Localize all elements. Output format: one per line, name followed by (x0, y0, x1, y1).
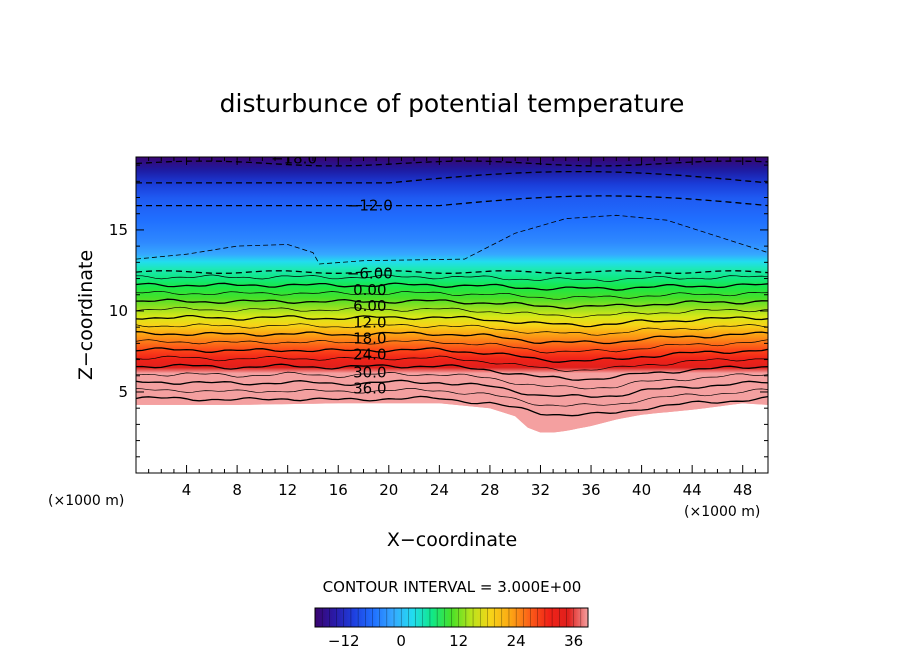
chart-title: disturbunce of potential temperature (220, 89, 685, 118)
contour-label: 36.0 (353, 380, 386, 398)
contour-label: −12.0 (347, 197, 393, 215)
contour-line (136, 347, 768, 363)
contour-line (136, 371, 768, 390)
contour-line (136, 388, 768, 407)
contour-line-dashed (136, 214, 768, 265)
contour-line-dashed (136, 270, 768, 274)
contour-label: 24.0 (353, 346, 386, 364)
pink-surface-layer (136, 399, 768, 433)
contour-line (136, 314, 768, 328)
colorbar-tick-label: −12 (328, 632, 360, 650)
x-tick-label: 12 (278, 481, 297, 499)
contour-line (136, 323, 768, 336)
contour-label: 6.00 (353, 297, 386, 315)
contour-label: 0.00 (353, 281, 386, 299)
contour-label: 12.0 (353, 313, 386, 331)
x-tick-label: 4 (182, 481, 192, 499)
x-tick-label: 28 (480, 481, 499, 499)
contour-line (136, 331, 768, 345)
x-unit-right: (×1000 m) (684, 504, 760, 520)
x-tick-label: 44 (683, 481, 702, 499)
contour-line-dashed (136, 160, 768, 167)
contour-label: 18.0 (353, 330, 386, 348)
x-tick-label: 24 (430, 481, 449, 499)
contour-labels: −18.0 −12.0 −6.000.006.0012.018.024.030.03… (271, 150, 393, 398)
colorbar-tick-label: 36 (564, 632, 583, 650)
contour-label: −18.0 (271, 150, 317, 168)
contour-label: −6.00 (347, 265, 393, 283)
contour-line (136, 306, 768, 319)
contour-line (136, 379, 768, 398)
contour-line (136, 395, 768, 417)
colorbar-tick-label: 0 (396, 632, 406, 650)
contour-label: 30.0 (353, 364, 386, 382)
contour-lines (136, 160, 768, 417)
contour-interval-text: CONTOUR INTERVAL = 3.000E+00 (323, 578, 582, 596)
contour-line (136, 363, 768, 381)
contour-line (136, 282, 768, 291)
y-tick-label: 10 (109, 302, 128, 320)
x-tick-label: 32 (531, 481, 550, 499)
colorbar: −12 0 12 24 36 (314, 607, 589, 650)
contour-line (136, 274, 768, 282)
contour-line (136, 298, 768, 310)
x-tick-label: 48 (733, 481, 752, 499)
colorbar-tick-label: 12 (449, 632, 468, 650)
y-axis-ticks: 5 10 15 (109, 164, 768, 458)
y-tick-label: 15 (109, 221, 128, 239)
x-axis-label: X−coordinate (387, 529, 517, 551)
y-axis-label: Z−coordinate (75, 250, 97, 380)
contour-line-dashed (136, 195, 768, 207)
contour-line (136, 339, 768, 354)
colorbar-tick-label: 24 (507, 632, 526, 650)
x-unit-left: (×1000 m) (48, 493, 124, 509)
colorbar-ticks: −12 0 12 24 36 (328, 632, 583, 650)
x-tick-label: 40 (632, 481, 651, 499)
plot-area: −18.0 −12.0 −6.000.006.0012.018.024.030.03… (136, 150, 768, 473)
contour-line (136, 290, 768, 300)
x-tick-label: 36 (581, 481, 600, 499)
temperature-field (136, 157, 768, 433)
contour-line-dashed (136, 170, 768, 184)
contour-line (136, 355, 768, 372)
x-tick-label: 16 (329, 481, 348, 499)
x-tick-label: 8 (232, 481, 242, 499)
x-axis-ticks: 4 8 12 16 20 24 28 32 36 40 44 48 (148, 157, 756, 499)
x-tick-label: 20 (379, 481, 398, 499)
colorbar-separators (314, 608, 589, 627)
y-tick-label: 5 (118, 383, 128, 401)
